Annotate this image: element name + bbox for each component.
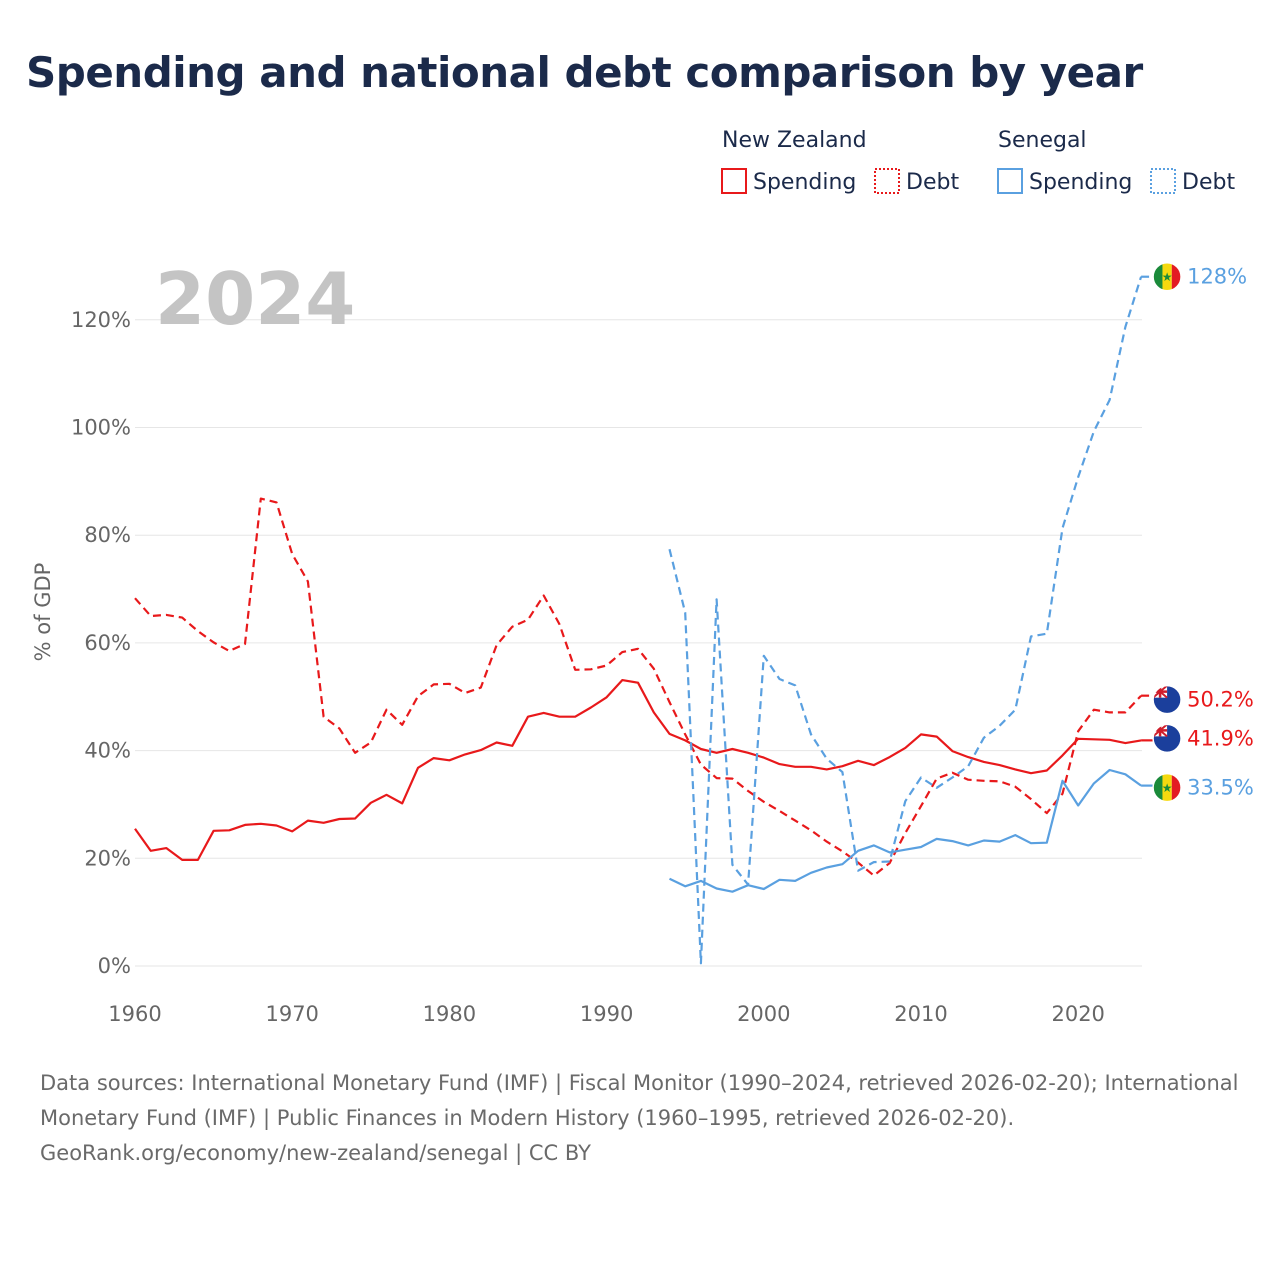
- year-watermark: 2024: [155, 257, 355, 341]
- new-zealand-flag-icon: [1152, 684, 1182, 715]
- y-tick-label: 120%: [71, 308, 131, 332]
- y-tick-label: 40%: [84, 739, 131, 763]
- x-tick-label: 2010: [894, 1002, 947, 1026]
- senegal-flag-icon: ★: [1152, 261, 1182, 292]
- chart-area: 0% 20% 40% 60% 80% 100% 120% 1960 1970 1980 1990 2…: [31, 128, 1254, 1026]
- new-zealand-flag-icon: [1152, 723, 1182, 754]
- senegal-flag-icon: ★: [1152, 772, 1182, 803]
- end-value-label: 41.9%: [1187, 726, 1254, 750]
- end-value-label: 33.5%: [1187, 776, 1254, 800]
- x-tick-label: 2020: [1051, 1002, 1104, 1026]
- y-tick-label: 0%: [98, 954, 131, 978]
- y-axis-title: % of GDP: [31, 563, 55, 662]
- legend-swatch-solid[interactable]: [721, 168, 747, 194]
- x-axis-ticks: 1960 1970 1980 1990 2000 2010 2020: [108, 1002, 1105, 1026]
- x-tick-label: 1980: [423, 1002, 476, 1026]
- legend-group-title: New Zealand: [722, 128, 867, 153]
- legend-group-title: Senegal: [998, 128, 1087, 153]
- end-value-label: 50.2%: [1187, 688, 1254, 712]
- gridlines: [135, 319, 1142, 967]
- data-sources: Data sources: International Monetary Fun…: [40, 1071, 1239, 1130]
- svg-text:★: ★: [1162, 270, 1173, 284]
- y-tick-label: 80%: [84, 523, 131, 547]
- series-line-new-zealand-spending[interactable]: [134, 679, 1142, 861]
- series-lines: [134, 276, 1143, 965]
- legend-swatch-dashed[interactable]: [1150, 168, 1176, 194]
- legend-swatch-dashed[interactable]: [874, 168, 900, 194]
- x-tick-label: 1960: [108, 1002, 161, 1026]
- y-tick-label: 60%: [84, 631, 131, 655]
- series-line-senegal-debt[interactable]: [668, 276, 1143, 965]
- chart-title: Spending and national debt comparison by…: [26, 48, 1143, 97]
- legend-swatch-solid[interactable]: [997, 168, 1023, 194]
- y-axis-ticks: 0% 20% 40% 60% 80% 100% 120%: [71, 308, 131, 978]
- x-tick-label: 1990: [580, 1002, 633, 1026]
- legend-label[interactable]: Spending: [1029, 170, 1132, 195]
- y-tick-label: 100%: [71, 416, 131, 440]
- x-tick-label: 1970: [265, 1002, 318, 1026]
- legend: New Zealand Spending Debt Senegal Spending De…: [721, 128, 1235, 195]
- svg-text:★: ★: [1162, 781, 1173, 795]
- end-markers: 41.9% 50.2% ★ 33.5% ★ 128%: [1141, 261, 1254, 803]
- series-line-new-zealand-debt[interactable]: [134, 497, 1142, 877]
- x-tick-label: 2000: [737, 1002, 790, 1026]
- end-value-label: 128%: [1187, 265, 1247, 289]
- legend-label[interactable]: Spending: [753, 170, 856, 195]
- legend-label[interactable]: Debt: [1182, 170, 1235, 195]
- legend-label[interactable]: Debt: [906, 170, 959, 195]
- y-tick-label: 20%: [84, 846, 131, 870]
- credit-link[interactable]: GeoRank.org/economy/new-zealand/senegal …: [40, 1141, 591, 1165]
- footer: Data sources: International Monetary Fun…: [40, 1066, 1240, 1171]
